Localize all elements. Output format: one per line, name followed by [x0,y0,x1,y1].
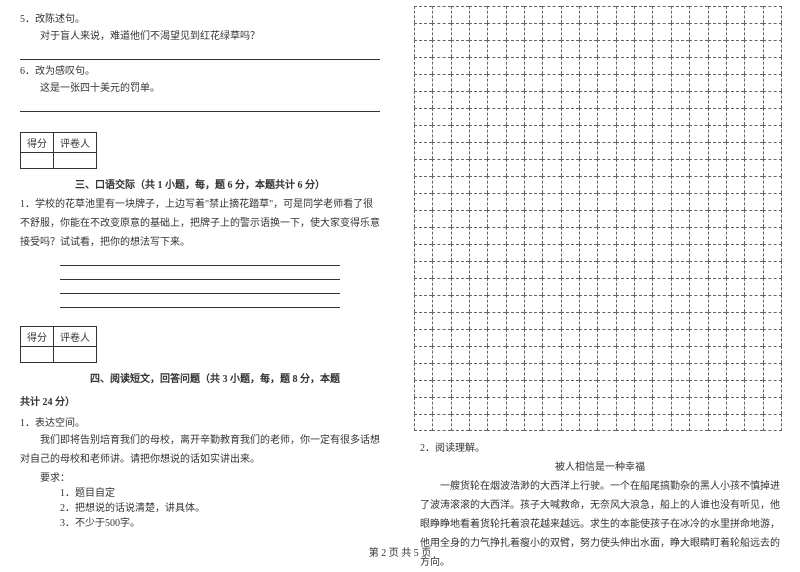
score-col2: 评卷人 [54,133,97,153]
q2-label: 2．阅读理解。 [420,439,780,454]
q6-num: 6．改为感叹句。 [20,62,380,77]
section4-title: 四、阅读短文，回答问题（共 3 小题，每，题 8 分，本题 [20,370,380,385]
story-text: 一艘货轮在烟波浩渺的大西洋上行驶。一个在船尾搞勤杂的黑人小孩不慎掉进了波涛滚滚的… [420,477,780,572]
s4-q1-label: 1．表达空间。 [20,414,380,429]
score-table-2: 得分 评卷人 [20,326,97,363]
req3: 3．不少于500字。 [20,514,380,529]
answer-line[interactable] [60,280,340,294]
answer-line[interactable] [20,96,380,112]
score-col1: 得分 [21,327,54,347]
score-col1: 得分 [21,133,54,153]
answer-line[interactable] [60,252,340,266]
req2: 2．把想说的话说清楚，讲具体。 [20,499,380,514]
section3-title: 三、口语交际（共 1 小题，每，题 6 分，本题共计 6 分） [20,176,380,191]
story-title: 被人相信是一种幸福 [420,458,780,473]
req1: 1．题目自定 [20,484,380,499]
q5-text: 对于盲人来说，难道他们不渴望见到红花绿草吗？ [20,27,380,42]
q5-num: 5．改陈述句。 [20,10,380,25]
section4-title2: 共计 24 分） [20,393,380,408]
writing-grid[interactable] [414,6,782,431]
section3-q1: 1．学校的花草池里有一块牌子，上边写着"禁止摘花踏草"，可是同学老师看了很不舒服… [20,195,380,252]
q6-text: 这是一张四十美元的罚单。 [20,79,380,94]
score-table: 得分 评卷人 [20,132,97,169]
answer-line[interactable] [20,44,380,60]
answer-line[interactable] [60,266,340,280]
score-col2: 评卷人 [54,327,97,347]
req-label: 要求： [20,469,380,484]
answer-line[interactable] [60,294,340,308]
s4-q1-text: 我们即将告别培育我们的母校，离开辛勤教育我们的老师，你一定有很多话想对自己的母校… [20,431,380,469]
